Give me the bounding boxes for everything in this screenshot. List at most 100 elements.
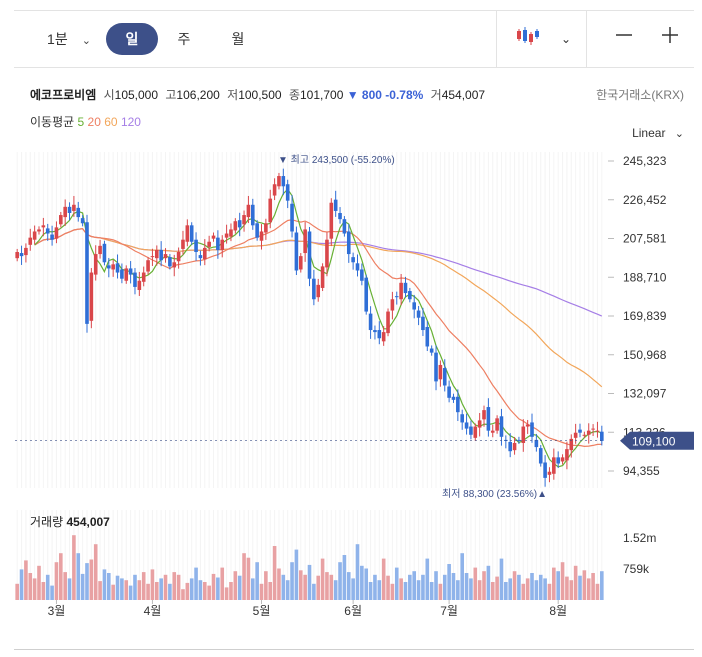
candle xyxy=(456,389,460,422)
volume-bar xyxy=(517,574,521,600)
candle-body xyxy=(98,245,102,255)
volume-bar xyxy=(290,562,294,600)
candle-body xyxy=(194,239,198,253)
candle-body xyxy=(185,225,190,242)
ma60-line xyxy=(34,228,603,388)
volume-bar xyxy=(115,575,120,600)
volume-bar xyxy=(416,580,421,600)
volume-bar xyxy=(298,570,303,600)
chart-type-chevron-down-icon[interactable]: ⌄ xyxy=(560,32,572,46)
minus-icon[interactable] xyxy=(610,23,638,55)
volume-bar xyxy=(346,572,351,600)
candle-body xyxy=(464,422,469,429)
volume-bar xyxy=(329,574,334,600)
toolbar-divider xyxy=(586,11,587,67)
volume-bar xyxy=(486,565,491,600)
volume-bar xyxy=(294,549,299,600)
candle xyxy=(107,257,111,278)
volume-bar xyxy=(176,574,181,600)
candles xyxy=(15,168,604,487)
volume-bar xyxy=(37,565,41,600)
volume-bar xyxy=(451,573,456,600)
volume-bar xyxy=(54,562,59,600)
candle xyxy=(316,278,321,302)
close-label: 종 xyxy=(288,88,300,102)
volume-bar xyxy=(381,558,386,600)
candle xyxy=(268,189,273,229)
volume-bar xyxy=(237,575,242,600)
tab-day[interactable]: 일 xyxy=(106,23,158,55)
candle xyxy=(412,294,417,319)
moving-average-legend[interactable]: 이동평균 5 20 60 120 xyxy=(30,113,141,130)
volume-bar xyxy=(111,584,115,600)
month-label: 5월 xyxy=(253,604,271,618)
candle xyxy=(333,190,338,217)
candle xyxy=(434,345,438,391)
volume-bar xyxy=(390,583,395,600)
exchange-label: 한국거래소(KRX) xyxy=(596,88,684,102)
volume-bar xyxy=(259,583,264,600)
volume-bar xyxy=(307,564,312,600)
candle xyxy=(19,245,24,265)
volume-bar xyxy=(224,587,229,600)
volume-bar xyxy=(24,560,28,600)
candle-body xyxy=(202,247,207,260)
volume-bar xyxy=(386,575,390,600)
candle xyxy=(312,269,316,306)
candle-body xyxy=(298,256,303,270)
candle xyxy=(530,413,534,443)
candle xyxy=(294,226,299,276)
chevron-down-icon[interactable]: ⌄ xyxy=(81,35,91,47)
candle-body xyxy=(565,449,569,461)
current-price-tag xyxy=(620,431,694,450)
candle-body xyxy=(547,471,552,475)
volume-bar xyxy=(146,583,150,600)
volume-bar xyxy=(333,580,338,600)
candle-body xyxy=(399,282,403,300)
candle xyxy=(67,202,72,221)
candle-body xyxy=(120,269,124,279)
candle xyxy=(211,232,216,242)
candlestick-icon[interactable] xyxy=(510,23,546,55)
volume-bar xyxy=(85,563,89,600)
candle-body xyxy=(451,396,456,400)
candle xyxy=(499,408,504,446)
volume-bar xyxy=(543,578,547,600)
ma20-line xyxy=(34,219,602,448)
tab-week[interactable]: 주 xyxy=(177,31,191,47)
low-annotation: 최저 88,300 (23.56%)▲ xyxy=(442,488,547,500)
candle-body xyxy=(220,239,225,250)
candle xyxy=(591,424,595,436)
candle xyxy=(229,223,233,242)
candle-body xyxy=(277,176,281,187)
candle-body xyxy=(338,212,342,220)
candle-body xyxy=(495,418,499,431)
scale-selector[interactable]: Linear ⌄ xyxy=(632,126,684,140)
plus-icon[interactable] xyxy=(656,23,684,55)
candle xyxy=(586,423,591,444)
current-price-label: 109,100 xyxy=(632,435,676,449)
candle xyxy=(41,217,46,237)
candle-body xyxy=(128,268,133,275)
candle-body xyxy=(76,207,81,218)
volume-bar xyxy=(569,580,574,600)
candle-body xyxy=(320,266,325,288)
tab-minute[interactable]: 1분 ⌄ xyxy=(34,23,104,55)
candle xyxy=(59,211,63,228)
candle xyxy=(390,291,395,320)
tab-month[interactable]: 월 xyxy=(231,31,245,47)
volume-bar xyxy=(128,585,133,600)
candle-body xyxy=(473,426,478,438)
candle xyxy=(194,232,198,261)
volume-bar xyxy=(93,544,98,600)
candle-body xyxy=(224,233,229,238)
volume-bar xyxy=(438,583,443,600)
volume-bar xyxy=(521,583,526,600)
month-label: 3월 xyxy=(48,604,66,618)
candle-body xyxy=(499,416,504,437)
volume-bar xyxy=(80,573,85,600)
candle xyxy=(346,224,351,263)
price-axis: 245,323 226,452 207,581 188,710 169,839 150,9… xyxy=(608,154,667,478)
scale-chevron-down-icon: ⌄ xyxy=(674,128,684,140)
